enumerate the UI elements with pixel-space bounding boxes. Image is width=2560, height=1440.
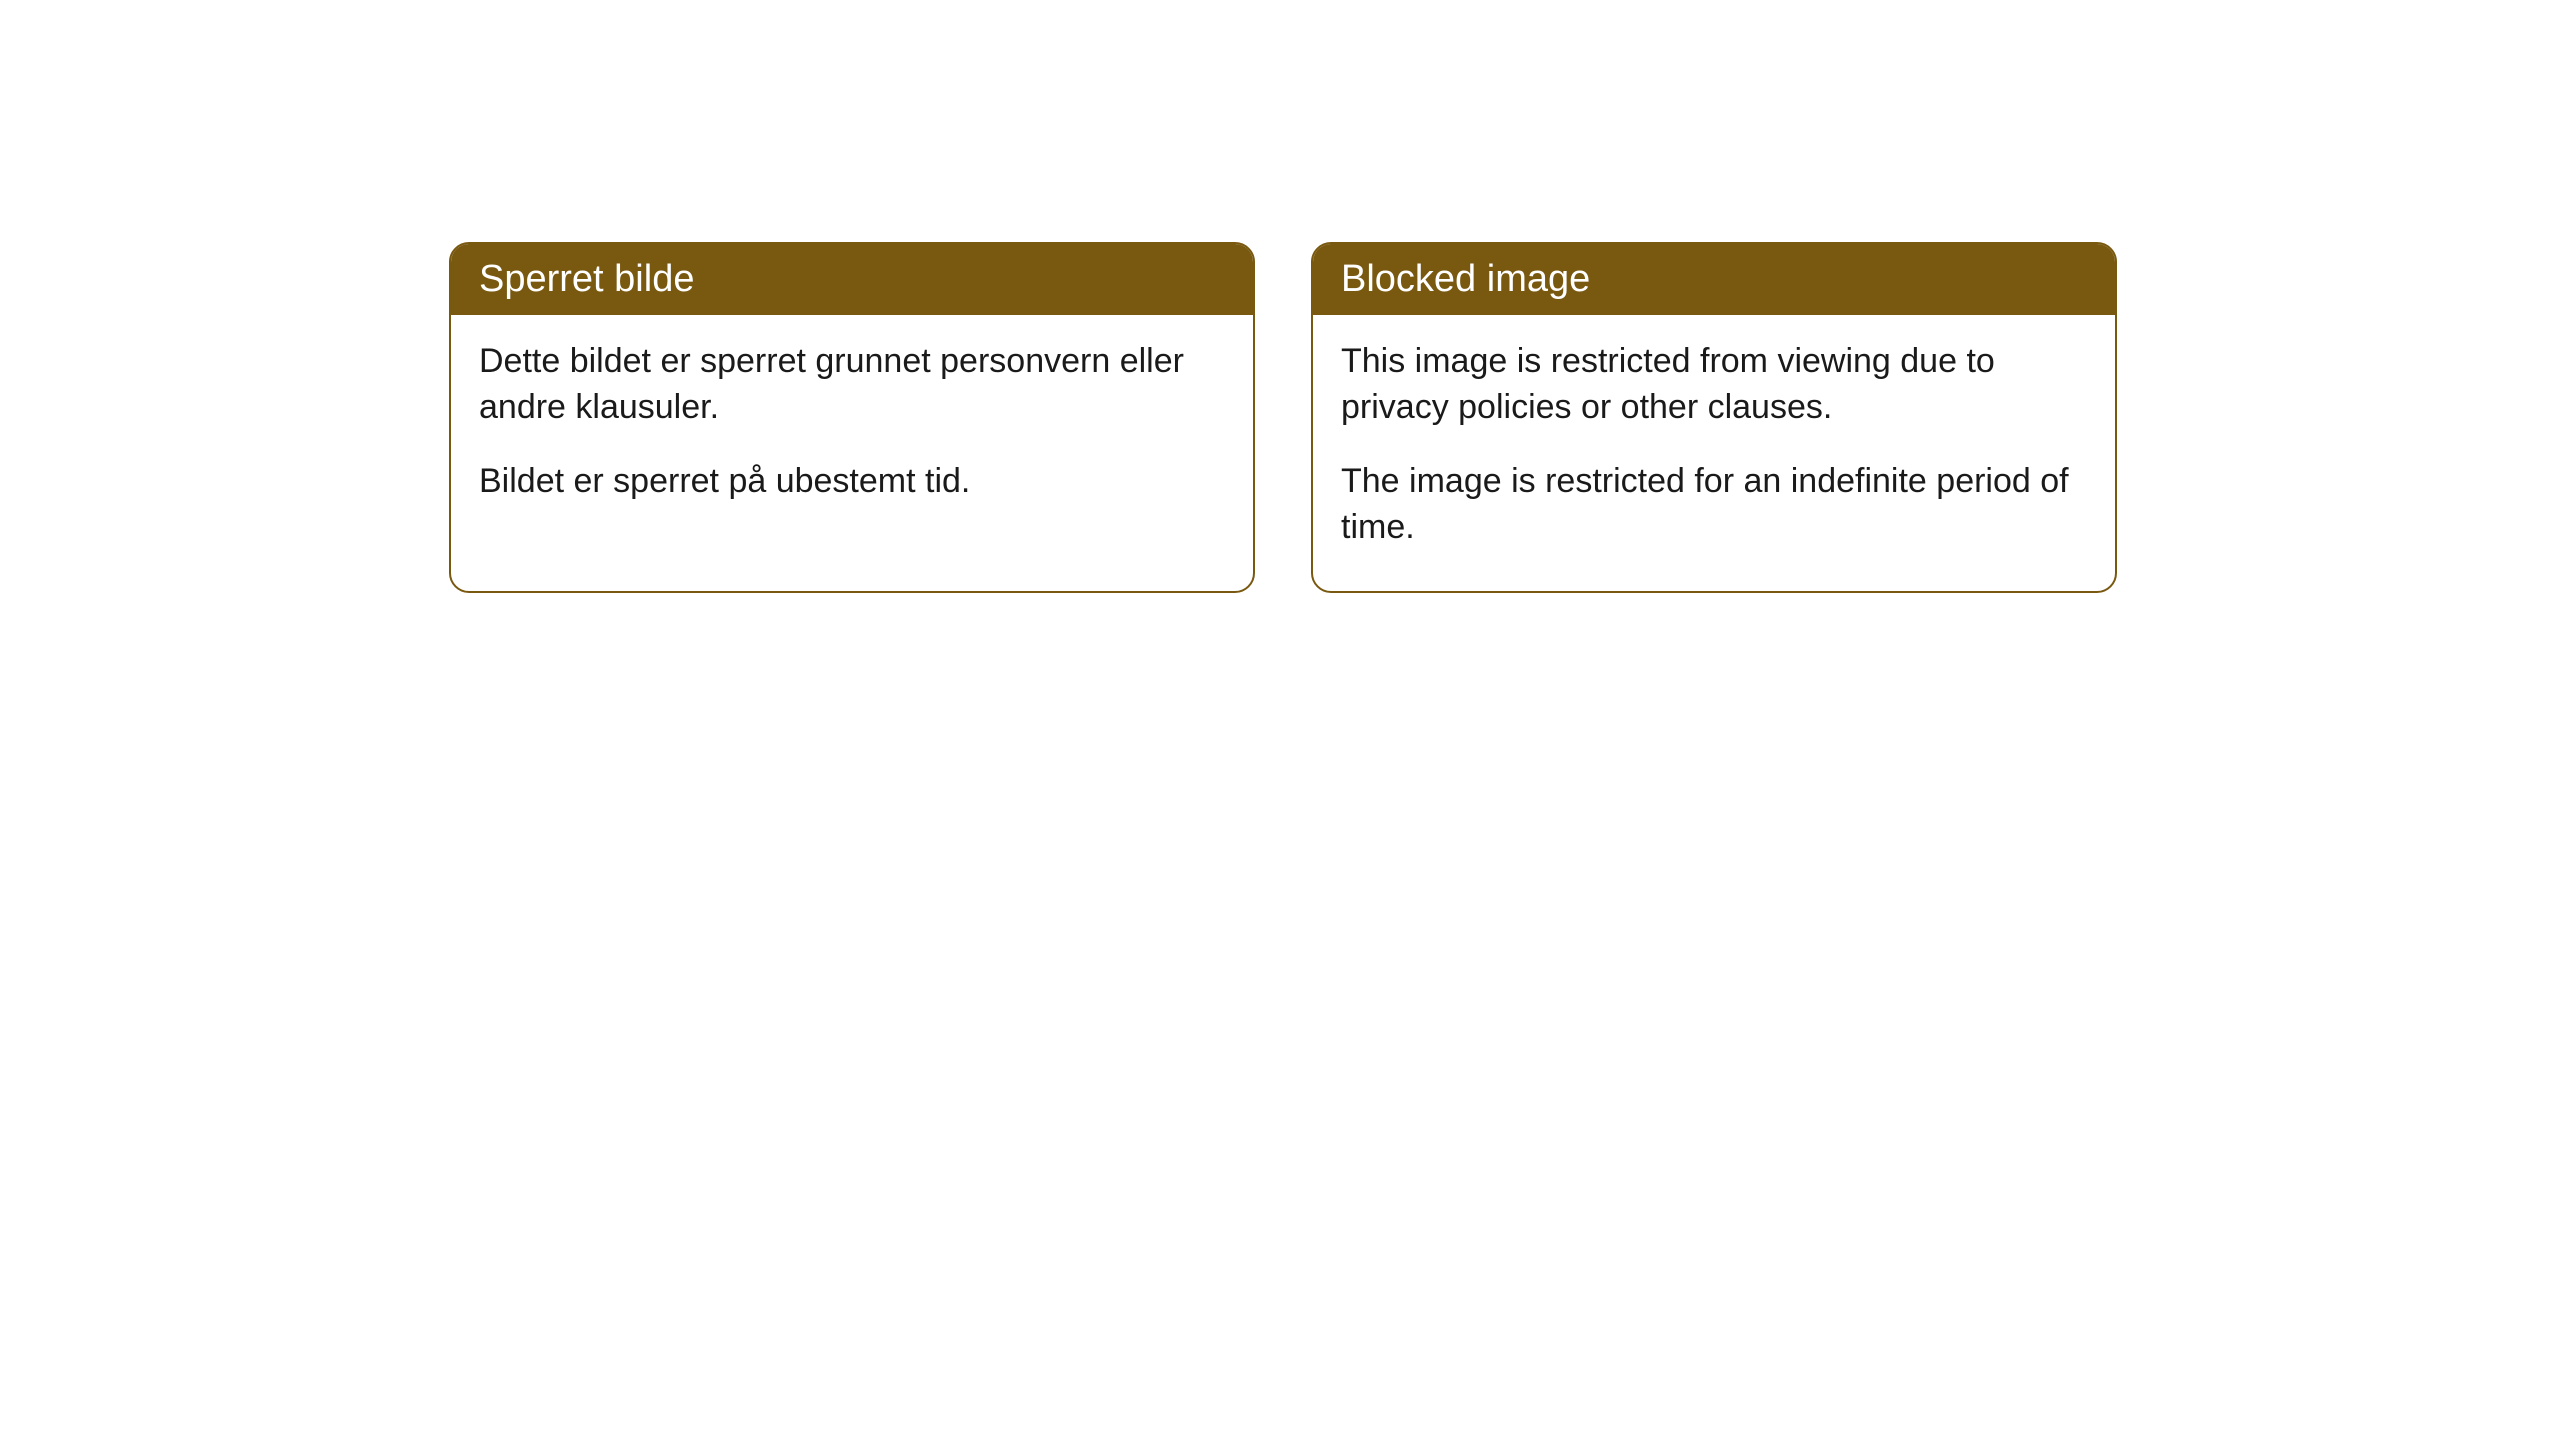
card-body-no: Dette bildet er sperret grunnet personve… xyxy=(451,315,1253,545)
card-header-no: Sperret bilde xyxy=(451,244,1253,315)
card-body-en: This image is restricted from viewing du… xyxy=(1313,315,2115,591)
card-header-en: Blocked image xyxy=(1313,244,2115,315)
blocked-image-card-no: Sperret bilde Dette bildet er sperret gr… xyxy=(449,242,1255,593)
notice-cards-container: Sperret bilde Dette bildet er sperret gr… xyxy=(449,242,2117,593)
card-paragraph-no-2: Bildet er sperret på ubestemt tid. xyxy=(479,459,1225,505)
blocked-image-card-en: Blocked image This image is restricted f… xyxy=(1311,242,2117,593)
card-paragraph-en-2: The image is restricted for an indefinit… xyxy=(1341,459,2087,551)
card-paragraph-no-1: Dette bildet er sperret grunnet personve… xyxy=(479,339,1225,431)
card-paragraph-en-1: This image is restricted from viewing du… xyxy=(1341,339,2087,431)
